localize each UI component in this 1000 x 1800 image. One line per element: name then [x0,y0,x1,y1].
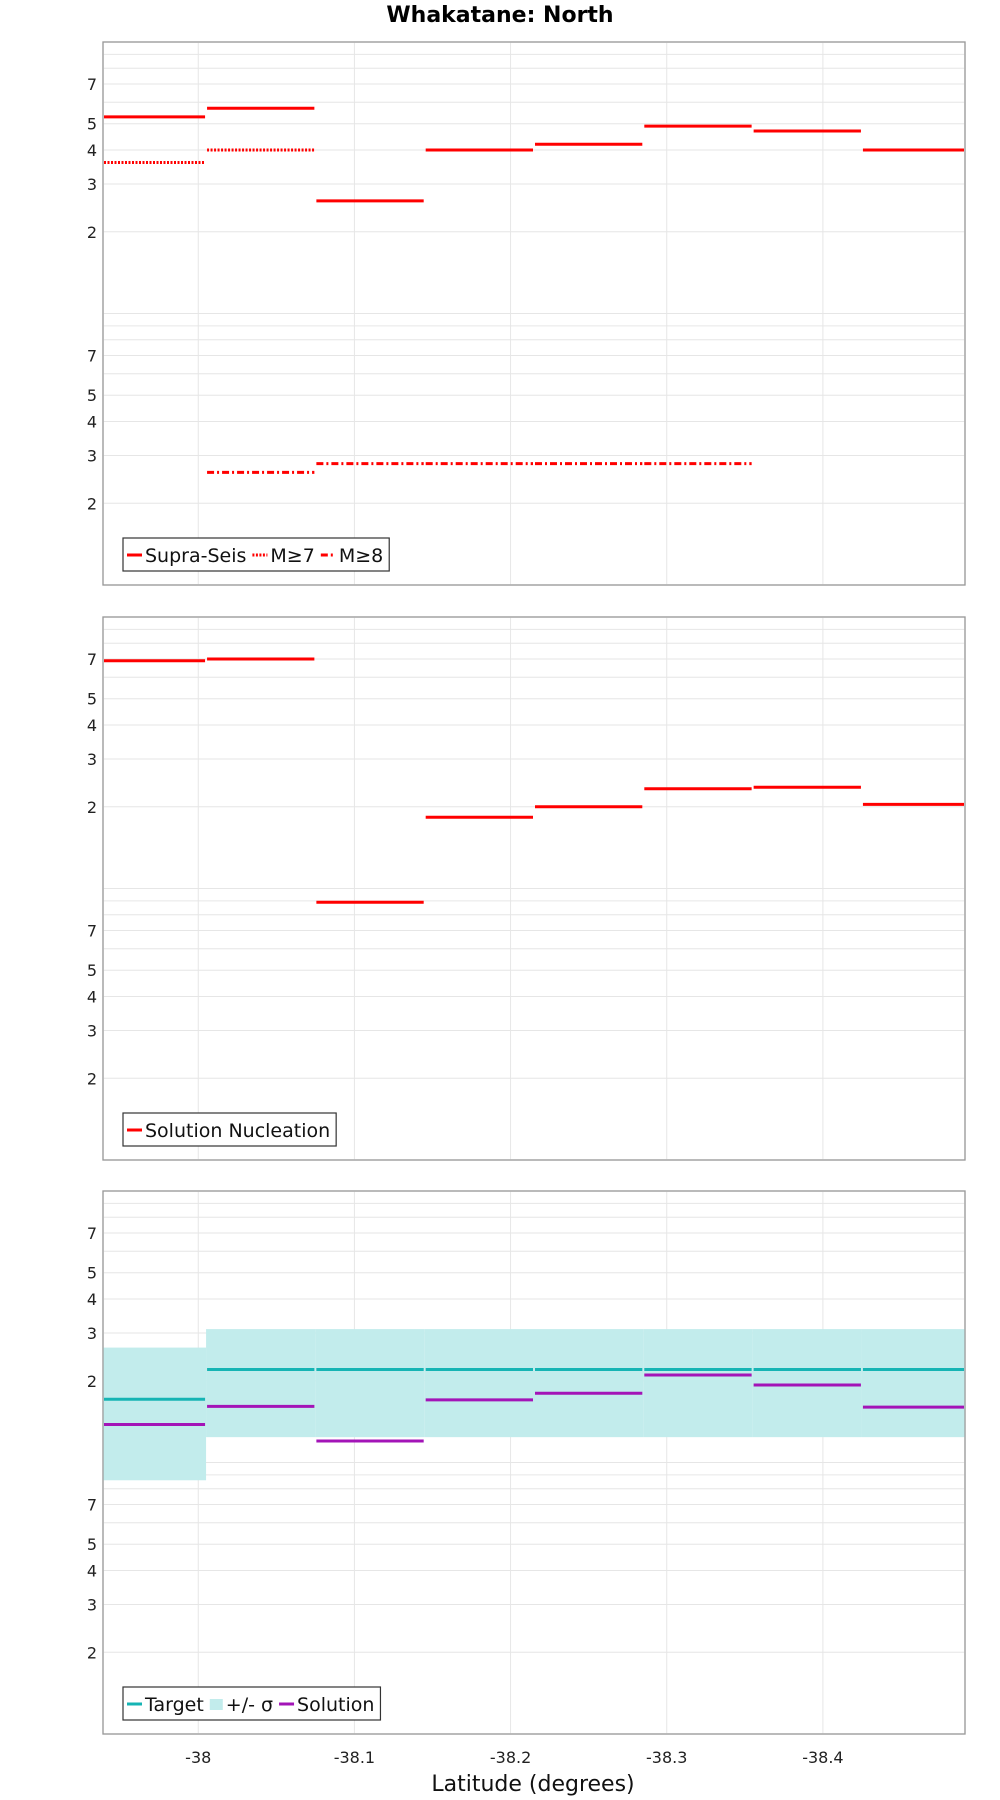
sigma-band-segment [103,1347,207,1481]
y-tick-label: 3 [87,175,97,194]
y-tick-label: 2 [87,1069,97,1088]
legend: Solution Nucleation [122,1112,337,1147]
y-tick-label: 3 [87,750,97,769]
y-tick-label: 7 [87,75,97,94]
y-tick-label: 4 [87,413,97,432]
x-axis: -38 -38.1 -38.2 -38.3 -38.4 [185,1748,843,1767]
y-tick-label: 5 [87,115,97,134]
y-tick-label: 5 [87,1264,97,1283]
y-tick-label: 7 [87,1224,97,1243]
y-tick-label: 2 [87,798,97,817]
slip-rate-panel: 2 3 4 5 7 2 3 4 5 7 Target +/- σ Solution [87,1190,966,1735]
y-tick-label: 5 [87,690,97,709]
nucleation-rate-panel: 2 3 4 5 7 2 3 4 5 7 Solution Nucleation [87,616,966,1161]
y-tick-label: 5 [87,1535,97,1554]
legend-frame [122,1686,382,1721]
plot-border [102,41,966,586]
y-tick-label: 4 [87,141,97,160]
y-tick-label: 7 [87,922,97,941]
legend: Supra-Seis M≥7 M≥8 [122,537,390,572]
y-tick-label: 3 [87,1595,97,1614]
y-tick-label: 2 [87,1372,97,1391]
y-tick-label: 4 [87,1562,97,1581]
legend-frame [122,1112,337,1147]
legend-entry: Solution [297,1694,374,1716]
legend-swatch [209,1699,223,1710]
y-tick-label: 7 [87,347,97,366]
sigma-band-segment [206,1329,316,1438]
y-tick-label: 2 [87,1643,97,1662]
x-tick-label: -38.4 [802,1748,843,1767]
y-tick-label: 4 [87,988,97,1007]
sigma-band-segment [643,1329,753,1438]
x-tick-label: -38.2 [490,1748,531,1767]
y-tick-label: 5 [87,386,97,405]
sigma-band-segment [424,1329,534,1438]
legend-entry: Supra-Seis [145,545,246,567]
sigma-band-segment [534,1329,644,1438]
x-tick-label: -38 [185,1748,211,1767]
y-tick-label: 3 [87,1324,97,1343]
y-tick-label: 3 [87,446,97,465]
x-tick-label: -38.3 [646,1748,687,1767]
y-tick-label: 7 [87,1496,97,1515]
legend-entry: +/- σ [226,1694,273,1716]
y-tick-label: 5 [87,961,97,980]
y-tick-label: 2 [87,494,97,513]
sigma-band-segment [861,1329,965,1438]
legend-entry: Solution Nucleation [145,1120,330,1142]
participation-rate-panel: 2 3 4 5 7 2 3 4 5 7 Supra-Seis M≥7 M≥8 [87,41,966,586]
legend-entry: M≥7 [270,545,314,567]
y-tick-label: 4 [87,1290,97,1309]
x-axis-label: Latitude (degrees) [431,1772,634,1797]
legend: Target +/- σ Solution [122,1686,382,1721]
y-tick-label: 7 [87,650,97,669]
plot-border [102,616,966,1161]
y-tick-label: 2 [87,223,97,242]
y-tick-label: 4 [87,716,97,735]
y-tick-label: 3 [87,1021,97,1040]
x-tick-label: -38.1 [334,1748,375,1767]
plot-border [102,1190,966,1735]
legend-entry: Target [144,1694,204,1716]
sigma-band-segment [315,1329,425,1438]
chart-title: Whakatane: North [386,3,613,28]
legend-entry: M≥8 [339,545,383,567]
sigma-band-segment [752,1329,862,1438]
